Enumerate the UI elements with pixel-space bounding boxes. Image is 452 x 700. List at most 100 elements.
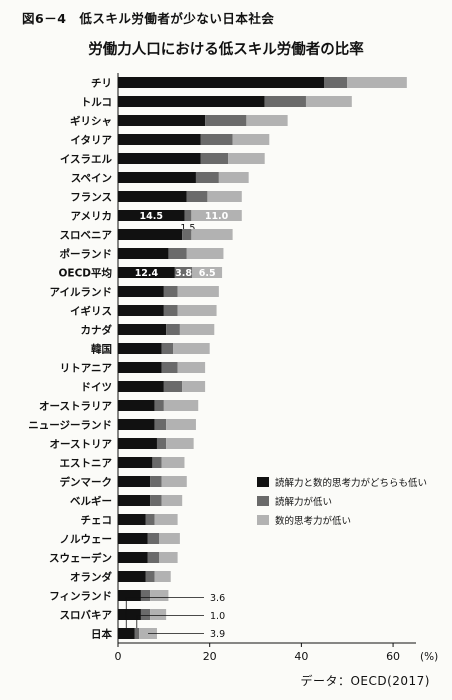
bar-segment: [186, 248, 224, 259]
x-tick-label: 20: [203, 650, 217, 663]
bar-segment: [177, 362, 206, 373]
category-label: アメリカ: [71, 211, 112, 223]
bar-segment: [200, 153, 229, 164]
bar-segment: [324, 77, 348, 88]
bar-segment: [264, 96, 306, 107]
bar-segment: [161, 457, 185, 468]
bar-segment: [140, 609, 151, 620]
legend-label: 読解力と数的思考力がどちらも低い: [275, 477, 427, 489]
bar-segment: [205, 115, 247, 126]
bar-segment: [154, 571, 171, 582]
bar-segment: [191, 229, 233, 240]
bar-segment: [154, 419, 167, 430]
bar-segment: [118, 590, 141, 601]
legend-swatch: [257, 515, 269, 525]
data-label: 11.0: [205, 211, 229, 222]
bar-segment: [161, 476, 187, 487]
bar-segment: [177, 286, 219, 297]
bar-segment: [118, 191, 187, 202]
bar-segment: [150, 495, 162, 506]
category-label: イギリス: [70, 305, 112, 318]
category-label: アイルランド: [50, 287, 112, 299]
x-tick-label: 0: [115, 650, 122, 663]
category-label: OECD平均: [58, 267, 112, 280]
bar-segment: [184, 210, 192, 221]
bar-segment: [154, 400, 164, 411]
category-label: デンマーク: [60, 476, 113, 489]
bar-segment: [246, 115, 288, 126]
bar-segment: [163, 400, 199, 411]
category-label: フランス: [70, 192, 112, 204]
legend-label: 読解力が低い: [275, 496, 332, 508]
bar-segment: [168, 248, 187, 259]
bar-segment: [147, 552, 160, 563]
data-label: 6.5: [199, 268, 216, 279]
bar-segment: [173, 343, 210, 354]
data-label: 1.0: [210, 611, 225, 622]
bar-segment: [118, 286, 164, 297]
bar-segment: [159, 552, 178, 563]
bar-segment: [161, 362, 178, 373]
bar-segment: [182, 381, 206, 392]
data-label: 3.8: [175, 268, 192, 279]
data-label: 14.5: [140, 211, 163, 222]
bar-segment: [118, 476, 151, 487]
bar-segment: [147, 533, 160, 544]
legend-swatch: [257, 477, 269, 487]
category-label: 日本: [91, 628, 112, 641]
bar-segment: [200, 134, 233, 145]
category-label: スペイン: [71, 173, 112, 185]
bar-segment: [118, 134, 201, 145]
bar-segment: [118, 343, 162, 354]
bar-segment: [150, 476, 162, 487]
bar-segment: [150, 609, 167, 620]
bar-segment: [191, 210, 242, 221]
data-label: 3.6: [210, 593, 225, 604]
category-label: ノルウェー: [60, 534, 113, 546]
bar-segment: [118, 210, 185, 221]
bar-segment: [118, 457, 153, 468]
bar-segment: [154, 514, 178, 525]
category-label: チリ: [91, 78, 112, 90]
bar-segment: [156, 438, 167, 449]
x-tick-label: 60: [386, 650, 400, 663]
bar-segment: [150, 590, 169, 601]
bar-segment: [218, 172, 249, 183]
bar-segment: [182, 229, 192, 240]
bar-segment: [145, 571, 155, 582]
category-label: エストニア: [60, 458, 113, 470]
category-label: イタリア: [70, 135, 112, 147]
bar-segment: [118, 362, 162, 373]
bar-segment: [118, 533, 148, 544]
bar-segment: [118, 248, 169, 259]
figure-label: 図6－4 低スキル労働者が少ない日本社会: [22, 11, 275, 26]
category-label: オーストラリア: [39, 401, 112, 413]
legend-swatch: [257, 496, 269, 506]
bar-segment: [166, 324, 180, 335]
bar-segment: [118, 305, 164, 316]
bar-segment: [118, 153, 201, 164]
category-label: スロベニア: [60, 230, 113, 242]
chart-title: 労働力人口における低スキル労働者の比率: [88, 42, 364, 58]
category-label: ポーランド: [60, 248, 113, 261]
bar-segment: [161, 343, 174, 354]
bar-segment: [347, 77, 407, 88]
bar-segment: [174, 267, 193, 278]
category-label: チェコ: [81, 515, 113, 527]
data-label: 3.9: [210, 629, 225, 640]
bar-segment: [118, 419, 155, 430]
bar-segment: [118, 77, 325, 88]
bar-segment: [159, 533, 180, 544]
bar-segment: [163, 286, 178, 297]
leader-line: [136, 615, 204, 628]
bar-segment: [305, 96, 352, 107]
category-label: スウェーデン: [49, 552, 112, 565]
category-label: オーストリア: [50, 439, 113, 451]
bar-segment: [118, 324, 167, 335]
x-unit-label: (%): [420, 651, 438, 663]
bar-segment: [179, 324, 215, 335]
bar-segment: [232, 134, 270, 145]
bar-segment: [186, 191, 208, 202]
